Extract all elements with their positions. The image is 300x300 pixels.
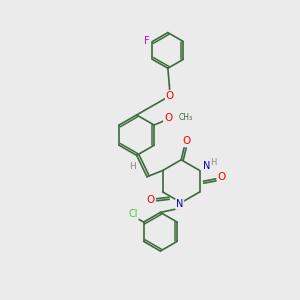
Text: CH₃: CH₃ xyxy=(179,112,193,122)
Text: O: O xyxy=(166,91,174,101)
Text: Cl: Cl xyxy=(128,209,138,219)
Text: H: H xyxy=(211,158,217,167)
Text: O: O xyxy=(164,113,172,123)
Text: O: O xyxy=(182,136,191,146)
Text: O: O xyxy=(146,195,155,205)
Text: N: N xyxy=(202,161,210,171)
Text: H: H xyxy=(129,161,136,170)
Text: O: O xyxy=(218,172,226,182)
Text: N: N xyxy=(176,199,183,209)
Text: F: F xyxy=(144,36,150,46)
